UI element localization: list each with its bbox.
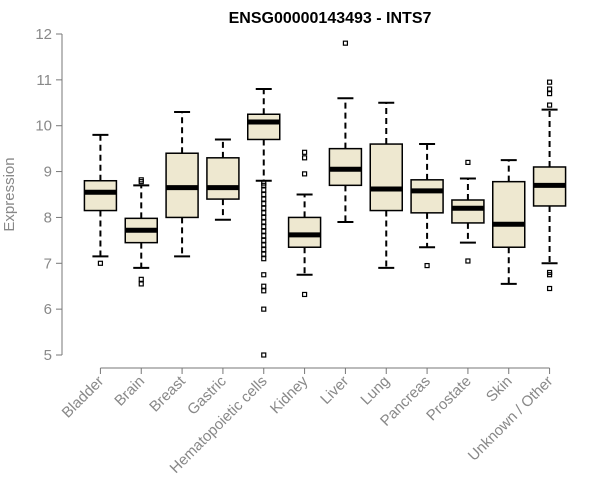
box-skin (492, 159, 526, 285)
outlier-point (465, 258, 471, 264)
outlier-point (261, 256, 267, 262)
box-gastric (206, 138, 240, 221)
outlier-point (261, 272, 267, 278)
outlier-point (261, 242, 267, 248)
x-tick-label: Skin (483, 373, 516, 406)
y-axis-label: Expression (1, 157, 18, 231)
y-tick-label: 9 (44, 164, 52, 181)
outlier-point (97, 260, 104, 266)
x-tick-label: Lung (357, 373, 393, 409)
box-prostate (451, 159, 485, 264)
outlier-point (301, 155, 308, 161)
outlier-point (261, 210, 267, 216)
x-tick-label: Bladder (59, 373, 108, 422)
y-tick-label: 7 (44, 255, 52, 272)
outlier-point (138, 281, 144, 287)
iqr-box (247, 113, 281, 141)
y-tick-label: 10 (35, 118, 52, 135)
x-tick-label: Prostate (423, 373, 475, 425)
x-tick-label: Kidney (267, 372, 312, 417)
outlier-point (546, 285, 553, 292)
outlier-point (261, 228, 267, 234)
outlier-point (301, 171, 308, 177)
iqr-box (206, 157, 240, 200)
outlier-point (261, 214, 267, 221)
outlier-point (546, 79, 553, 85)
iqr-box (369, 143, 403, 212)
y-tick-label: 6 (44, 301, 52, 318)
outlier-point (546, 86, 553, 92)
chart-title: ENSG00000143493 - INTS7 (229, 10, 432, 27)
y-tick-label: 12 (35, 26, 52, 43)
outlier-point (261, 187, 267, 193)
outlier-point (465, 159, 471, 165)
iqr-box (451, 199, 485, 224)
y-tick-label: 8 (44, 209, 52, 226)
iqr-box (83, 179, 118, 212)
box-bladder (83, 133, 118, 266)
y-tick-label: 5 (44, 347, 52, 364)
box-unknown-other (532, 79, 567, 292)
box-kidney (287, 149, 322, 298)
outlier-point (546, 102, 553, 108)
x-tick-label: Brain (111, 373, 148, 410)
outlier-point (261, 352, 267, 358)
outlier-point (261, 191, 267, 198)
outlier-point (301, 149, 308, 155)
outlier-point (546, 91, 553, 97)
outlier-point (301, 291, 308, 298)
outlier-point (138, 177, 144, 183)
box-liver (328, 40, 363, 224)
outlier-point (261, 288, 267, 294)
outlier-point (546, 272, 553, 278)
box-hematopoietic-cells (247, 88, 281, 358)
box-brain (124, 177, 158, 287)
outlier-point (261, 283, 267, 289)
outlier-point (424, 262, 430, 269)
outlier-point (138, 276, 144, 282)
outlier-point (261, 306, 267, 312)
outlier-point (261, 233, 267, 239)
outlier-point (261, 237, 267, 243)
outlier-point (342, 40, 349, 46)
outlier-point (261, 251, 267, 257)
outlier-point (261, 219, 267, 225)
iqr-box (287, 216, 322, 248)
x-tick-label: Liver (317, 373, 352, 408)
box-breast (165, 110, 199, 258)
box-pancreas (410, 143, 444, 269)
x-tick-label: Breast (146, 372, 189, 415)
outlier-point (261, 201, 267, 207)
outlier-point (261, 196, 267, 202)
box-lung (369, 101, 403, 269)
outlier-point (261, 246, 267, 253)
outlier-point (261, 224, 267, 230)
boxes-group (83, 40, 567, 358)
y-tick-label: 11 (36, 72, 52, 89)
iqr-box (492, 180, 526, 248)
iqr-box (410, 179, 444, 214)
y-axis: 5 6 7 8 9 10 11 12 (35, 26, 63, 364)
outlier-point (261, 205, 267, 211)
